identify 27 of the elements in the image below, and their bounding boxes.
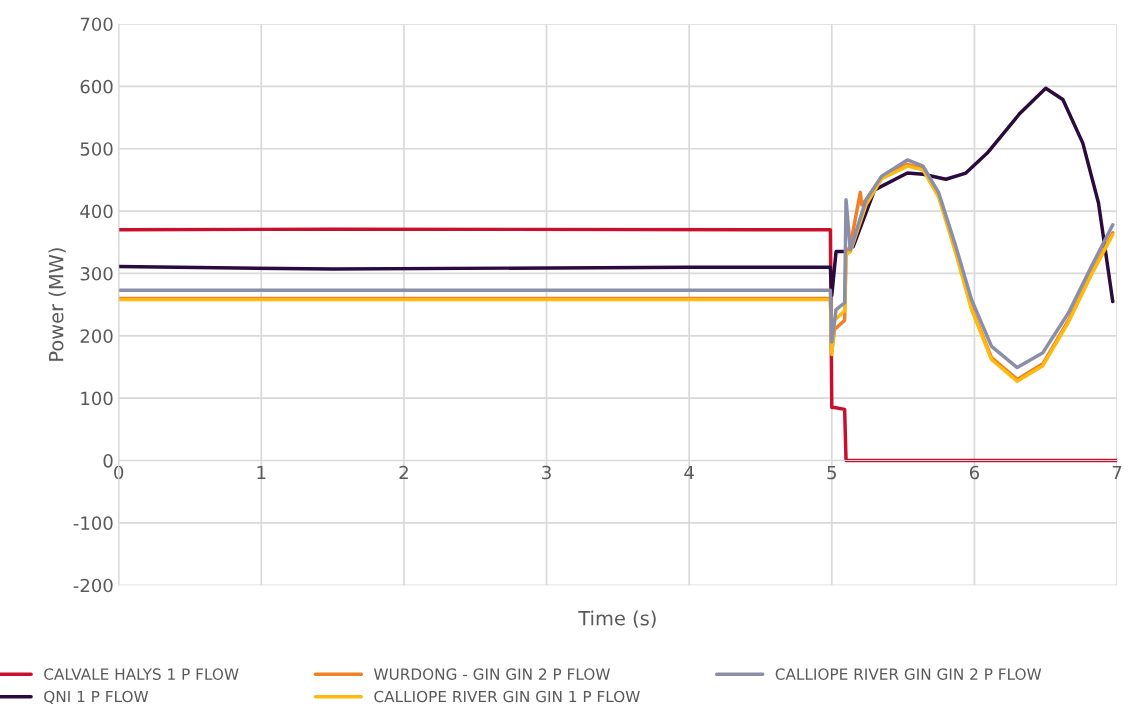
y-tick-label: 200 [80, 329, 113, 343]
legend-label: WURDONG - GIN GIN 2 P FLOW [373, 668, 610, 680]
x-tick-label: 1 [257, 465, 266, 480]
line-series [118, 86, 1115, 304]
y-tick-label: 500 [80, 142, 113, 156]
x-axis-title: Time (s) [578, 610, 656, 628]
line-series [118, 227, 1118, 463]
x-tick-label: 7 [1112, 465, 1122, 480]
legend-label: CALVALE HALYS 1 P FLOW [44, 668, 239, 680]
y-tick-label: 400 [80, 204, 113, 219]
y-tick-label: 0 [103, 453, 113, 468]
x-tick-label: 3 [542, 465, 551, 480]
y-axis-title: Power (MW) [48, 248, 66, 361]
x-tick-label: 6 [969, 465, 980, 480]
y-tick-label: -200 [73, 578, 113, 593]
legend-label: CALLIOPE RIVER GIN GIN 1 P FLOW [374, 690, 640, 703]
y-tick-label: 100 [81, 391, 113, 406]
y-tick-label: 300 [80, 266, 113, 281]
y-tick-label: 600 [80, 79, 113, 94]
y-tick-label: 700 [80, 17, 113, 32]
x-tick-label: 0 [114, 465, 124, 480]
x-tick-label: 2 [399, 465, 408, 480]
x-tick-label: 5 [827, 465, 836, 480]
legend-label: CALLIOPE RIVER GIN GIN 2 P FLOW [775, 668, 1042, 680]
y-tick-label: -100 [73, 516, 113, 530]
legend-label: QNI 1 P FLOW [44, 690, 149, 705]
x-tick-label: 4 [684, 465, 694, 480]
